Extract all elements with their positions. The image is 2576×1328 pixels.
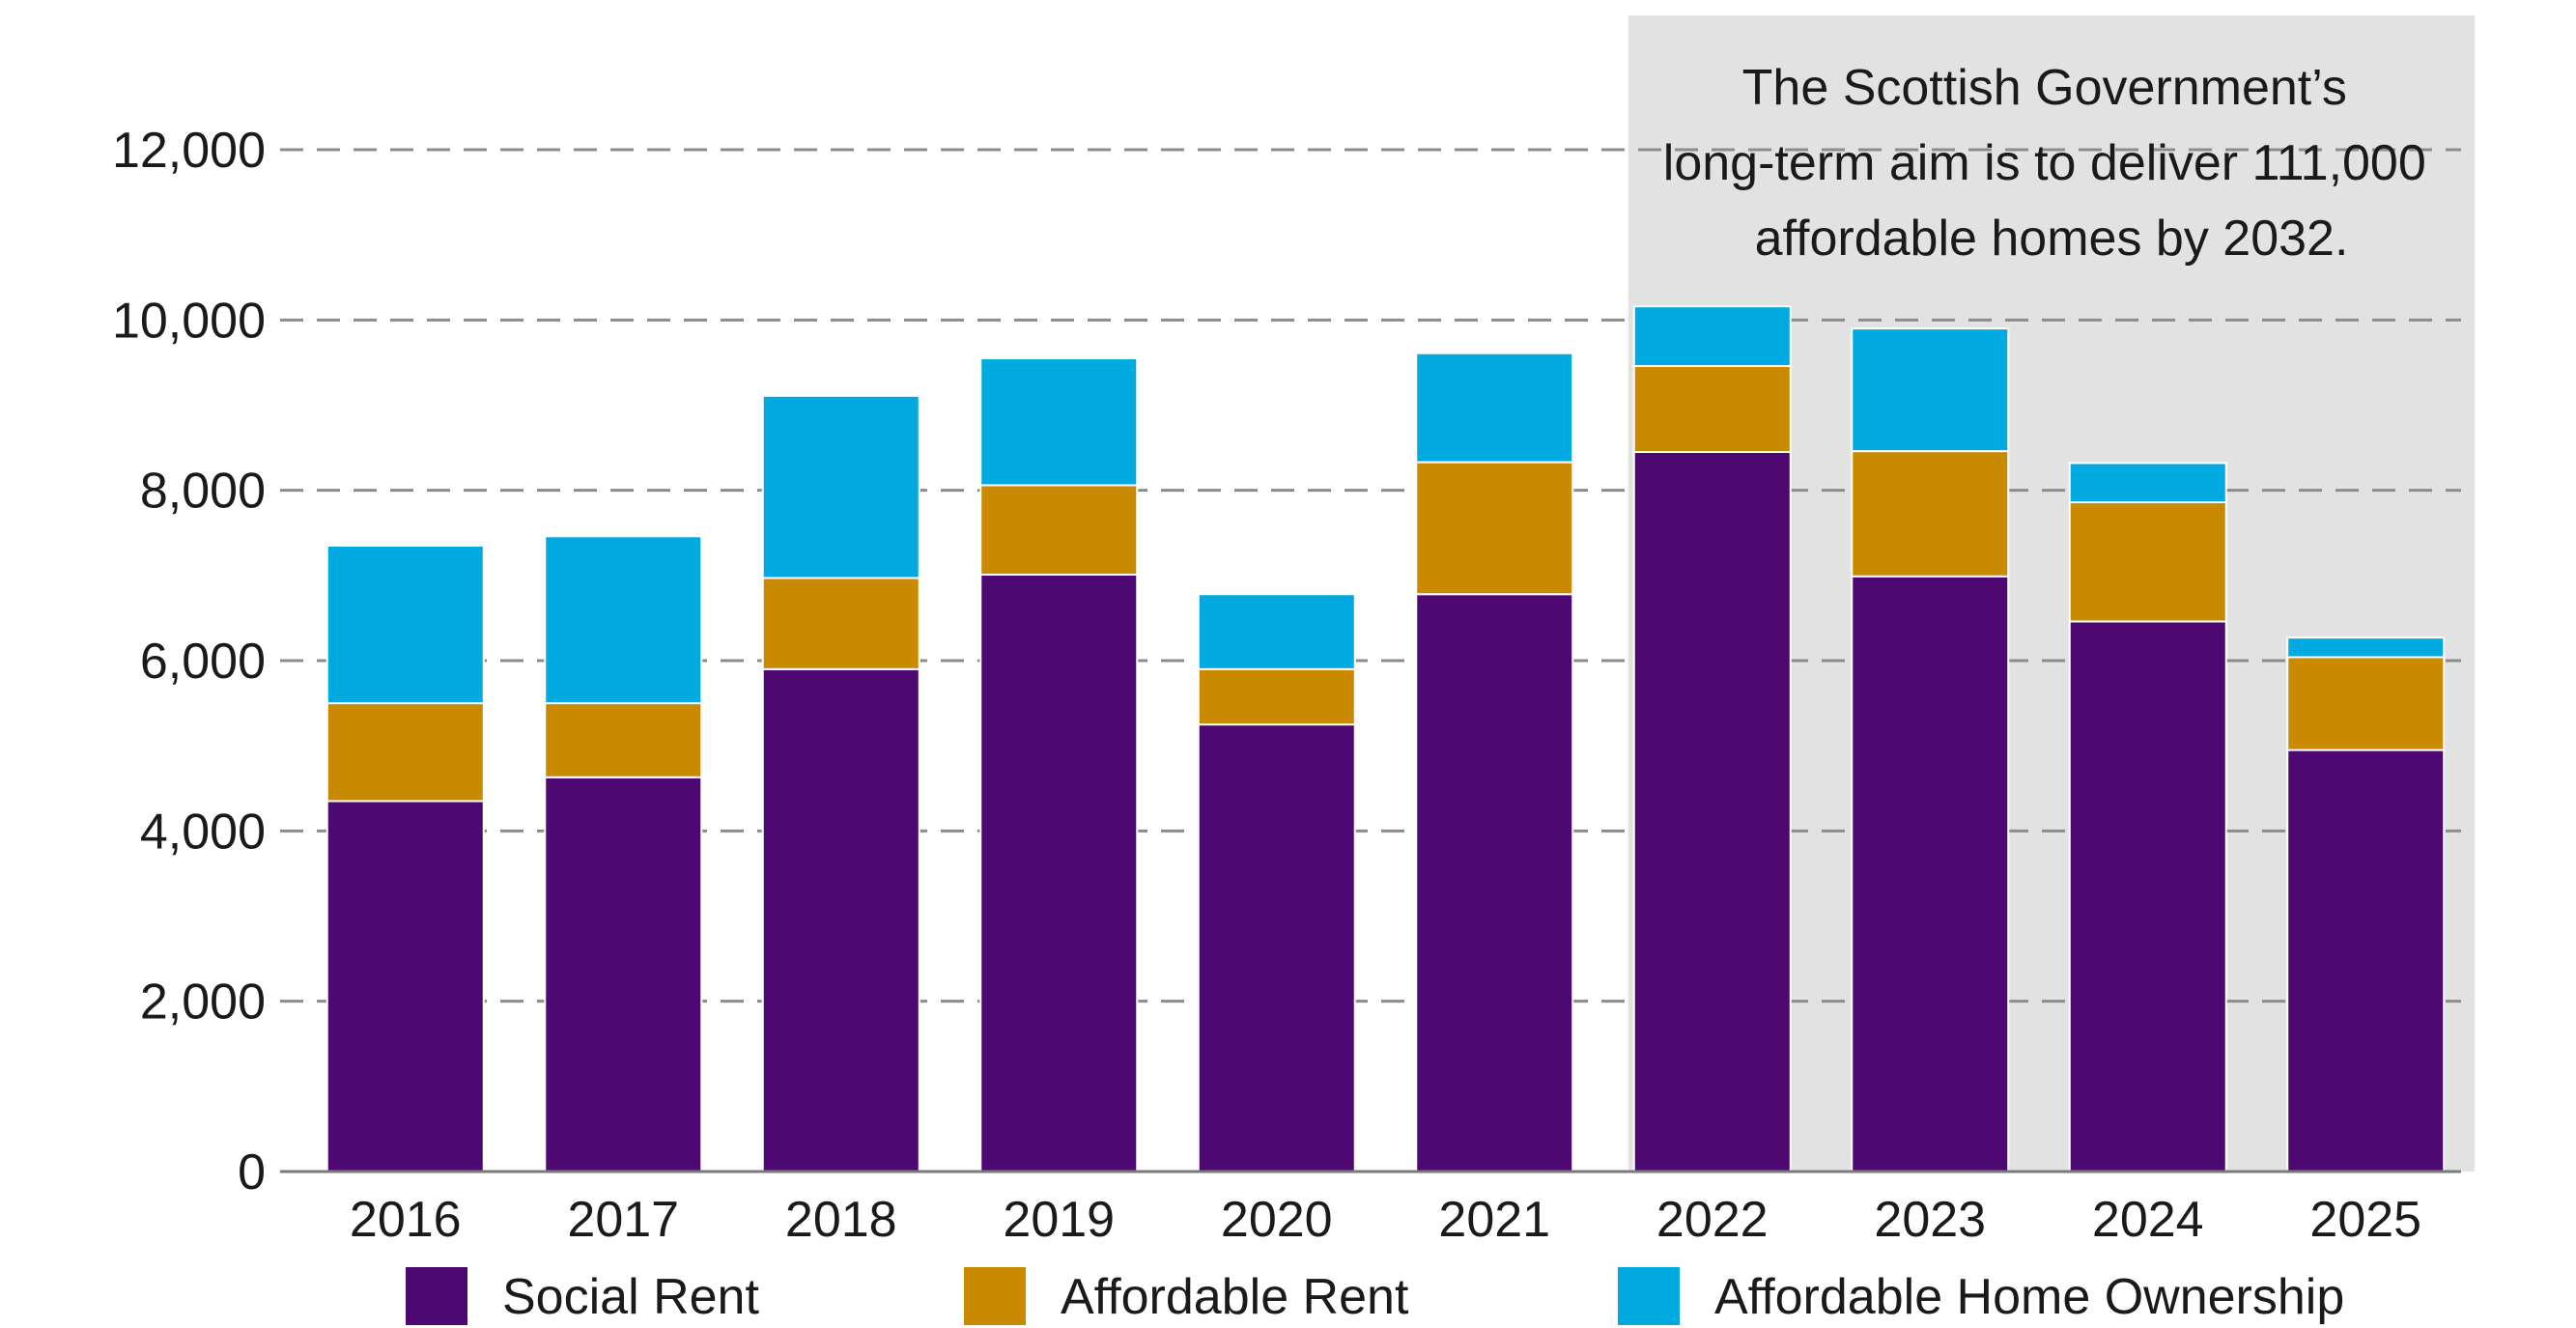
legend-item-affordable-home-ownership: Affordable Home Ownership <box>1618 1267 2344 1325</box>
x-tick-label: 2017 <box>567 1192 679 1248</box>
bars <box>326 305 2446 1173</box>
bar-group-2016 <box>326 544 485 1173</box>
y-tick-label: 2,000 <box>140 975 266 1031</box>
bar-social-rent-2017 <box>544 776 703 1173</box>
bar-affordable-rent-2022 <box>1632 364 1792 453</box>
bar-social-rent-2024 <box>2068 620 2227 1173</box>
x-tick-label: 2022 <box>1656 1192 1769 1248</box>
bar-affordable-home-ownership-2021 <box>1415 352 1574 464</box>
bar-social-rent-2016 <box>326 800 485 1173</box>
x-axis-ticks: 2016 2017 2018 2019 2020 2021 2022 2023 2024 2025 <box>350 1192 2421 1248</box>
bar-affordable-rent-2018 <box>761 577 920 670</box>
bar-group-2020 <box>1197 593 1356 1173</box>
bar-affordable-rent-2016 <box>326 702 485 803</box>
legend-swatch-affordable-home-ownership <box>1618 1267 1680 1325</box>
bar-group-2022 <box>1632 305 1792 1173</box>
bar-social-rent-2021 <box>1415 593 1574 1173</box>
legend-item-affordable-rent: Affordable Rent <box>964 1267 1409 1325</box>
annotation-line-1: The Scottish Government’s <box>1742 60 2347 116</box>
bar-group-2025 <box>2286 636 2446 1173</box>
bar-social-rent-2020 <box>1197 723 1356 1173</box>
y-tick-label: 12,000 <box>112 123 266 179</box>
bar-affordable-home-ownership-2020 <box>1197 593 1356 670</box>
bar-group-2017 <box>544 535 703 1173</box>
x-tick-label: 2024 <box>2092 1192 2204 1248</box>
bar-group-2024 <box>2068 462 2227 1173</box>
bar-social-rent-2023 <box>1851 575 2010 1173</box>
bar-affordable-home-ownership-2017 <box>544 535 703 705</box>
bar-affordable-home-ownership-2024 <box>2068 462 2227 504</box>
annotation-text: The Scottish Government’s long-term aim … <box>1663 60 2440 267</box>
bar-affordable-home-ownership-2016 <box>326 544 485 705</box>
x-tick-label: 2021 <box>1438 1192 1550 1248</box>
x-tick-label: 2016 <box>350 1192 462 1248</box>
x-tick-label: 2018 <box>785 1192 897 1248</box>
legend-label-affordable-home-ownership: Affordable Home Ownership <box>1714 1269 2344 1325</box>
x-tick-label: 2025 <box>2309 1192 2421 1248</box>
legend-label-affordable-rent: Affordable Rent <box>1061 1269 1409 1325</box>
legend-item-social-rent: Social Rent <box>406 1267 759 1325</box>
annotation-line-3: affordable homes by 2032. <box>1755 211 2349 267</box>
y-tick-label: 8,000 <box>140 464 266 520</box>
bar-group-2021 <box>1415 352 1574 1173</box>
legend-label-social-rent: Social Rent <box>502 1269 759 1325</box>
legend-swatch-affordable-rent <box>964 1267 1026 1325</box>
bar-affordable-home-ownership-2018 <box>761 394 920 579</box>
bar-social-rent-2019 <box>979 573 1139 1173</box>
x-tick-label: 2019 <box>1003 1192 1115 1248</box>
bar-social-rent-2018 <box>761 667 920 1173</box>
bar-affordable-home-ownership-2025 <box>2286 636 2446 659</box>
bar-social-rent-2022 <box>1632 450 1792 1173</box>
y-tick-label: 0 <box>238 1144 266 1201</box>
x-tick-label: 2023 <box>1874 1192 1986 1248</box>
y-axis-ticks: 0 2,000 4,000 6,000 8,000 10,000 12,000 <box>112 123 266 1201</box>
bar-group-2018 <box>761 394 920 1173</box>
bar-affordable-rent-2023 <box>1851 450 2010 578</box>
bar-group-2019 <box>979 357 1139 1173</box>
y-tick-label: 4,000 <box>140 804 266 860</box>
legend: Social Rent Affordable Rent Affordable H… <box>406 1267 2344 1325</box>
bar-affordable-rent-2024 <box>2068 501 2227 623</box>
legend-swatch-social-rent <box>406 1267 467 1325</box>
bar-affordable-rent-2017 <box>544 702 703 778</box>
bar-affordable-home-ownership-2019 <box>979 357 1139 487</box>
bar-group-2023 <box>1851 327 2010 1173</box>
bar-affordable-home-ownership-2022 <box>1632 305 1792 367</box>
bar-affordable-rent-2019 <box>979 484 1139 576</box>
y-tick-label: 6,000 <box>140 634 266 690</box>
bar-affordable-rent-2025 <box>2286 656 2446 751</box>
x-tick-label: 2020 <box>1221 1192 1333 1248</box>
bar-social-rent-2025 <box>2286 749 2446 1173</box>
bar-affordable-rent-2020 <box>1197 667 1356 726</box>
bar-affordable-home-ownership-2023 <box>1851 327 2010 453</box>
annotation-line-2: long-term aim is to deliver 111,000 <box>1663 135 2426 191</box>
y-tick-label: 10,000 <box>112 293 266 349</box>
bar-affordable-rent-2021 <box>1415 461 1574 596</box>
